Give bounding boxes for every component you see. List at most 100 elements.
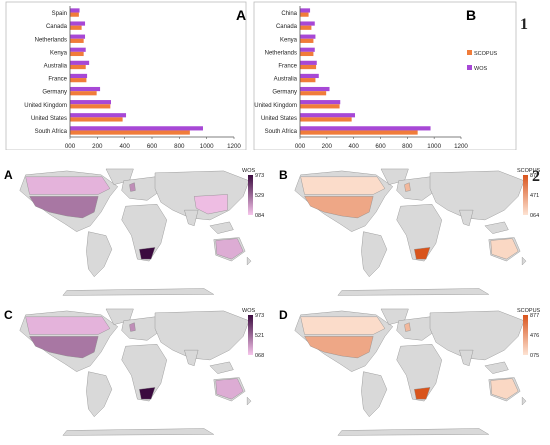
country-uk (129, 182, 136, 192)
land-sea (484, 361, 509, 374)
bar-scopus-7 (70, 38, 84, 43)
bar-scopus-1 (300, 117, 352, 122)
land-africa (121, 204, 167, 262)
land-sea (209, 361, 234, 374)
legend-label-wos: WOS (474, 66, 487, 72)
land-antarctica (62, 428, 215, 436)
category-label-4: Australia (274, 77, 298, 83)
bar-scopus-6 (300, 51, 314, 57)
legend-tick-0: 973 (255, 313, 264, 319)
map-layer (19, 308, 252, 436)
category-label-6: Kenya (50, 50, 68, 56)
category-label-8: Canada (276, 24, 298, 30)
bar-wos-6 (70, 47, 86, 52)
country-usa (29, 196, 99, 219)
bar-wos-2 (70, 100, 111, 105)
category-label-1: United States (261, 116, 297, 122)
land-india (184, 349, 199, 367)
category-label-9: China (281, 11, 297, 17)
bar-wos-3 (300, 86, 330, 92)
x-tick-label-3: 600 (375, 143, 386, 150)
x-tick-label-1: 200 (92, 143, 103, 150)
map-letter-d: D (279, 308, 288, 322)
bar-chart-b: B South Africa United States United Kingdom… (250, 0, 520, 151)
bar-wos-7 (70, 34, 86, 39)
map-letter-a: A (4, 168, 13, 182)
legend-title: SCOPUS (517, 168, 541, 174)
legend-title: SCOPUS (517, 308, 541, 314)
bar-scopus-2 (300, 104, 340, 109)
country-canada (25, 316, 111, 335)
land-nz (246, 256, 252, 266)
category-label-1: United States (31, 116, 67, 122)
x-tick-label-3: 600 (147, 143, 158, 150)
land-south_america (86, 371, 113, 418)
legend-swatch-scopus (467, 50, 472, 55)
land-asia (154, 170, 250, 221)
legend-title: WOS (242, 308, 255, 314)
category-label-0: South Africa (265, 129, 298, 135)
category-label-9: Spain (52, 11, 67, 17)
bar-wos-2 (300, 100, 341, 105)
country-usa (29, 336, 99, 359)
legend-tick-2: 064 (530, 213, 539, 219)
bar-wos-0 (70, 126, 203, 131)
land-south_america (361, 231, 388, 278)
bar-wos-1 (300, 113, 356, 118)
category-label-7: Kenya (280, 37, 298, 43)
country-canada (25, 176, 111, 195)
country-usa (304, 336, 374, 359)
category-label-4: France (48, 77, 67, 83)
country-australia (490, 238, 519, 260)
country-china (193, 194, 228, 215)
bar-scopus-7 (300, 38, 314, 43)
land-nz (246, 396, 252, 406)
bar-wos-5 (70, 60, 90, 65)
bar-wos-0 (300, 126, 431, 131)
land-south_america (86, 231, 113, 278)
x-tick-label-5: 1000 (200, 143, 214, 150)
land-asia (154, 310, 250, 361)
country-usa (304, 196, 374, 219)
bar-wos-9 (300, 8, 311, 13)
legend-tick-1: 476 (530, 333, 539, 339)
bar-wos-1 (70, 113, 127, 118)
land-africa (396, 204, 442, 262)
land-india (459, 349, 474, 367)
map-layer (294, 168, 527, 296)
land-nz (521, 256, 527, 266)
bar-scopus-8 (70, 25, 82, 30)
map-panel-b: B SCOPUS 877 471 064 (275, 165, 545, 300)
country-canada (300, 176, 386, 195)
category-label-5: Australia (44, 63, 68, 69)
legend-title: WOS (242, 168, 255, 174)
bar-wos-6 (300, 47, 315, 52)
map-panel-a: A WOS 973 529 084 (0, 165, 270, 300)
country-uk (404, 322, 411, 332)
country-uk (404, 182, 411, 192)
land-africa (121, 344, 167, 402)
land-sea (209, 221, 234, 234)
land-south_america (361, 371, 388, 418)
x-tick-label-0: 000 (295, 143, 306, 150)
legend-tick-1: 471 (530, 193, 539, 199)
legend-tick-2: 075 (530, 353, 539, 359)
legend-tick-1: 529 (255, 193, 264, 199)
panel-letter-a: A (236, 7, 246, 23)
legend-tick-0: 877 (530, 313, 539, 319)
bar-scopus-1 (70, 117, 123, 122)
legend-label-scopus: SCOPUS (474, 51, 498, 57)
legend-gradient-bar (248, 315, 253, 355)
bar-scopus-4 (70, 78, 87, 83)
bar-wos-4 (300, 73, 319, 79)
bar-scopus-4 (300, 78, 316, 83)
country-south-africa (139, 247, 156, 260)
bar-wos-7 (300, 34, 316, 39)
bar-scopus-0 (70, 130, 190, 135)
bar-scopus-9 (70, 12, 79, 17)
bar-scopus-3 (70, 91, 97, 96)
bar-wos-3 (70, 86, 101, 92)
